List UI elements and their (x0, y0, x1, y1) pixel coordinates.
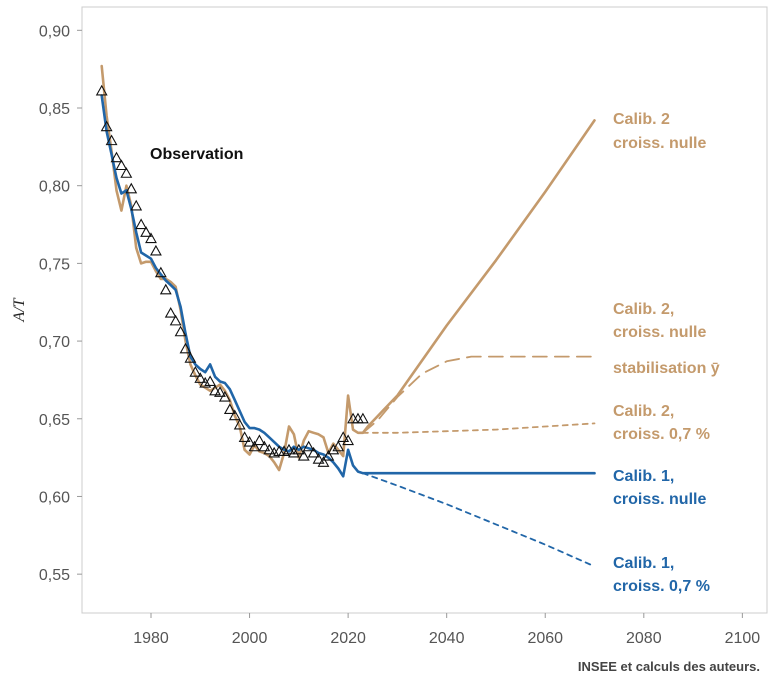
series-label-calib-1-croiss-nulle: Calib. 1, (613, 468, 674, 485)
observation-point (120, 167, 133, 178)
observation-markers (95, 84, 369, 467)
x-tick-label: 2060 (527, 630, 563, 647)
observation-point (327, 443, 340, 455)
observation-point (130, 199, 143, 211)
series-layer (100, 64, 596, 568)
series-label-calib-2-croiss-nulle-stabilisation: Calib. 2, (613, 301, 674, 318)
observation-point (209, 384, 221, 396)
observation-point (307, 446, 320, 458)
observation-point (145, 232, 157, 244)
observation-point (194, 372, 207, 383)
series-line-calib-2-croiss-nulle-stabilisation (362, 355, 596, 434)
observation-point (218, 390, 231, 402)
series-line-calib-2-croiss-0-7 (362, 422, 596, 434)
observation-point (352, 412, 364, 424)
x-tick-label: 2000 (232, 630, 268, 647)
observation-point (356, 412, 369, 424)
observation-point (189, 366, 202, 377)
observation-point (100, 120, 113, 132)
y-tick-label: 0,80 (39, 179, 70, 196)
observation-point (238, 431, 251, 442)
series-label-calib-2-croiss-0-7: croiss. 0,7 % (613, 426, 710, 443)
series-label-calib-2-croiss-0-7: Calib. 2, (613, 403, 674, 420)
observation-point (253, 434, 266, 446)
observation-point (105, 134, 118, 146)
observation-point (159, 283, 172, 295)
observation-point (140, 226, 152, 237)
observation-point (125, 182, 138, 194)
y-tick-label: 0,60 (39, 489, 70, 506)
y-tick-label: 0,75 (39, 256, 70, 273)
observation-point (312, 453, 325, 464)
observation-point (302, 440, 315, 452)
series-label-calib-1-croiss-nulle: croiss. nulle (613, 491, 706, 508)
observation-point (243, 435, 256, 447)
series-label-calib-2-croiss-nulle: Calib. 2 (613, 111, 670, 128)
observation-point (149, 244, 162, 256)
observation-point (199, 376, 212, 388)
x-tick-label: 2100 (725, 630, 761, 647)
observation-point (110, 151, 123, 163)
y-axis-label: A/T (11, 297, 28, 322)
observation-point (292, 443, 305, 455)
observation-point (169, 314, 182, 326)
series-label-calib-2-croiss-nulle: croiss. nulle (613, 135, 706, 152)
annotations: Observation Calib. 2 croiss. nulle Calib. 2… (150, 111, 760, 674)
observation-point (342, 434, 355, 446)
y-tick-label: 0,70 (39, 334, 70, 351)
observation-point (179, 342, 192, 354)
series-line-calib-2-croiss-nulle (100, 64, 596, 472)
observation-point (258, 440, 271, 452)
observation-point (332, 440, 345, 452)
y-tick-label: 0,55 (39, 567, 70, 584)
observation-point (223, 403, 236, 414)
y-tick-label: 0,85 (39, 101, 70, 118)
observation-point (228, 409, 241, 421)
series-label-calib-1-croiss-0-7: croiss. 0,7 % (613, 578, 710, 595)
x-tick-label: 1980 (133, 630, 169, 647)
y-tick-label: 0,65 (39, 412, 70, 429)
observation-point (204, 375, 217, 387)
series-line-calib-1-croiss-nulle (100, 94, 596, 478)
series-label-calib-2-croiss-nulle-stabilisation: croiss. nulle (613, 324, 706, 341)
observation-point (337, 431, 350, 442)
observation-point (164, 306, 177, 318)
x-tick-label: 2040 (429, 630, 465, 647)
observation-point (214, 386, 226, 397)
x-tick-label: 2020 (330, 630, 366, 647)
series-line-calib-1-croiss-0-7 (362, 472, 596, 568)
observation-point (233, 418, 246, 430)
observation-point (248, 440, 261, 452)
observation-point (263, 443, 276, 455)
observation-point (297, 449, 310, 461)
plot-frame (81, 6, 768, 614)
observation-label: Observation (150, 146, 243, 163)
observation-point (287, 446, 300, 458)
observation-point (95, 84, 108, 96)
x-tick-label: 2080 (626, 630, 662, 647)
series-label-calib-1-croiss-0-7: Calib. 1, (613, 555, 674, 572)
y-tick-label: 0,90 (39, 23, 70, 40)
observation-point (268, 446, 281, 458)
observation-point (184, 352, 197, 363)
observation-point (115, 159, 128, 171)
observation-point (278, 445, 290, 456)
observation-point (154, 266, 167, 278)
series-label-calib-2-croiss-nulle-stabilisation: stabilisation ȳ (613, 360, 720, 377)
axes: 1980 2000 2020 2040 2060 2080 2100 0,55 0,60 0,65… (11, 6, 768, 647)
source-note: INSEE et calculs des auteurs. (578, 659, 760, 674)
observation-point (135, 218, 148, 230)
observation-point (283, 443, 295, 455)
observation-point (174, 325, 187, 337)
observation-point (317, 456, 330, 467)
observation-point (322, 449, 335, 461)
